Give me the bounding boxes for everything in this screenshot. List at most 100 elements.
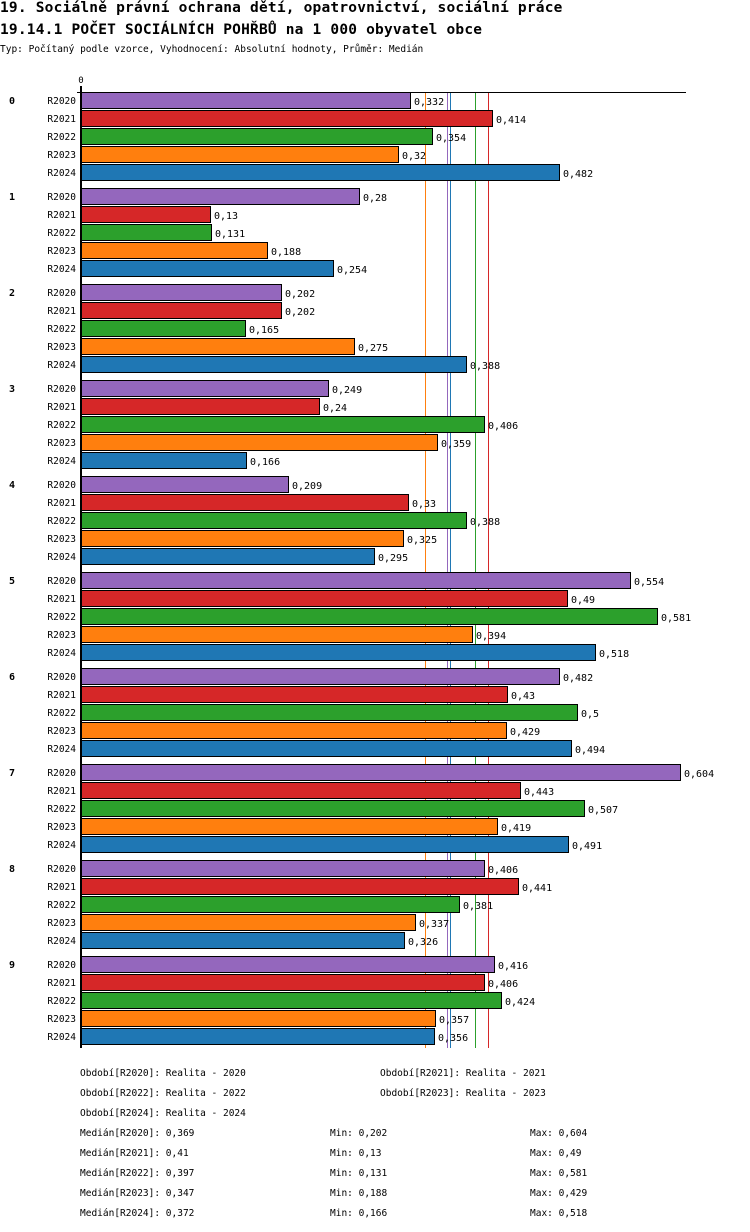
series-label: R2021: [47, 786, 76, 797]
value-label: 0,337: [419, 919, 449, 930]
series-label: R2024: [47, 936, 76, 947]
bar-r2024: [81, 1028, 435, 1045]
legend-period-2: Období[R2022]: Realita - 2022: [80, 1088, 246, 1099]
stat-median-r2022: Medián[R2022]: 0,397: [80, 1168, 195, 1179]
stat-max-r2023: Max: 0,429: [530, 1188, 588, 1199]
series-label: R2024: [47, 744, 76, 755]
value-label: 0,13: [214, 211, 238, 222]
bar-r2024: [81, 356, 467, 373]
series-label: R2020: [47, 960, 76, 971]
stat-min-r2021: Min: 0,13: [330, 1148, 382, 1159]
bar-r2024: [81, 548, 375, 565]
value-label: 0,325: [407, 535, 437, 546]
value-label: 0,406: [488, 421, 518, 432]
bar-r2021: [81, 974, 485, 991]
value-label: 0,254: [337, 265, 367, 276]
series-label: R2021: [47, 498, 76, 509]
bar-r2023: [81, 146, 399, 163]
bar-r2023: [81, 626, 473, 643]
bar-r2021: [81, 302, 282, 319]
series-label: R2024: [47, 168, 76, 179]
bar-r2020: [81, 188, 360, 205]
stat-max-r2022: Max: 0,581: [530, 1168, 588, 1179]
series-label: R2024: [47, 648, 76, 659]
series-label: R2020: [47, 384, 76, 395]
legend-period-0: Období[R2020]: Realita - 2020: [80, 1068, 246, 1079]
series-label: R2020: [47, 480, 76, 491]
value-label: 0,359: [441, 439, 471, 450]
bar-r2024: [81, 644, 596, 661]
series-label: R2023: [47, 630, 76, 641]
bar-r2023: [81, 1010, 436, 1027]
bar-r2024: [81, 932, 405, 949]
bar-r2023: [81, 434, 438, 451]
series-label: R2022: [47, 804, 76, 815]
series-label: R2021: [47, 114, 76, 125]
category-label: 6: [9, 672, 15, 683]
bar-r2020: [81, 860, 485, 877]
value-label: 0,581: [661, 613, 691, 624]
value-label: 0,209: [292, 481, 322, 492]
category-label: 3: [9, 384, 15, 395]
legend-period-4: Období[R2024]: Realita - 2024: [80, 1108, 246, 1119]
value-label: 0,416: [498, 961, 528, 972]
series-label: R2023: [47, 1014, 76, 1025]
stat-median-r2024: Medián[R2024]: 0,372: [80, 1208, 195, 1219]
bar-r2022: [81, 128, 433, 145]
x-tick-label: 0: [78, 76, 83, 86]
value-label: 0,49: [571, 595, 595, 606]
bar-r2021: [81, 206, 211, 223]
value-label: 0,332: [414, 97, 444, 108]
series-label: R2023: [47, 150, 76, 161]
bar-r2022: [81, 416, 485, 433]
bar-r2020: [81, 380, 329, 397]
category-label: 9: [9, 960, 15, 971]
series-label: R2022: [47, 708, 76, 719]
value-label: 0,482: [563, 673, 593, 684]
bar-r2021: [81, 110, 493, 127]
category-label: 7: [9, 768, 15, 779]
series-label: R2024: [47, 1032, 76, 1043]
value-label: 0,419: [501, 823, 531, 834]
bar-r2024: [81, 164, 560, 181]
bar-r2022: [81, 320, 246, 337]
value-label: 0,165: [249, 325, 279, 336]
series-label: R2024: [47, 840, 76, 851]
stat-max-r2020: Max: 0,604: [530, 1128, 588, 1139]
bar-r2023: [81, 722, 507, 739]
category-label: 4: [9, 480, 15, 491]
stat-median-r2023: Medián[R2023]: 0,347: [80, 1188, 195, 1199]
series-label: R2022: [47, 612, 76, 623]
series-label: R2022: [47, 228, 76, 239]
bar-r2022: [81, 896, 460, 913]
series-label: R2022: [47, 324, 76, 335]
bar-r2022: [81, 992, 502, 1009]
series-label: R2023: [47, 246, 76, 257]
series-label: R2023: [47, 726, 76, 737]
value-label: 0,441: [522, 883, 552, 894]
bar-r2021: [81, 878, 519, 895]
series-label: R2022: [47, 132, 76, 143]
bar-r2020: [81, 668, 560, 685]
series-label: R2020: [47, 768, 76, 779]
series-label: R2024: [47, 264, 76, 275]
bar-r2020: [81, 92, 411, 109]
stat-median-r2020: Medián[R2020]: 0,369: [80, 1128, 195, 1139]
chart-info: Typ: Počítaný podle vzorce, Vyhodnocení:…: [0, 44, 424, 55]
value-label: 0,414: [496, 115, 526, 126]
bar-r2023: [81, 914, 416, 931]
chart-title: 19.14.1 POČET SOCIÁLNÍCH POHŘBŮ na 1 000…: [0, 22, 483, 38]
value-label: 0,275: [358, 343, 388, 354]
bar-r2021: [81, 590, 568, 607]
bar-r2022: [81, 704, 578, 721]
series-label: R2021: [47, 402, 76, 413]
value-label: 0,43: [511, 691, 535, 702]
series-label: R2023: [47, 822, 76, 833]
bar-r2023: [81, 338, 355, 355]
value-label: 0,424: [505, 997, 535, 1008]
value-label: 0,202: [285, 307, 315, 318]
chart-section-title: 19. Sociálně právní ochrana dětí, opatro…: [0, 0, 563, 16]
series-label: R2020: [47, 288, 76, 299]
